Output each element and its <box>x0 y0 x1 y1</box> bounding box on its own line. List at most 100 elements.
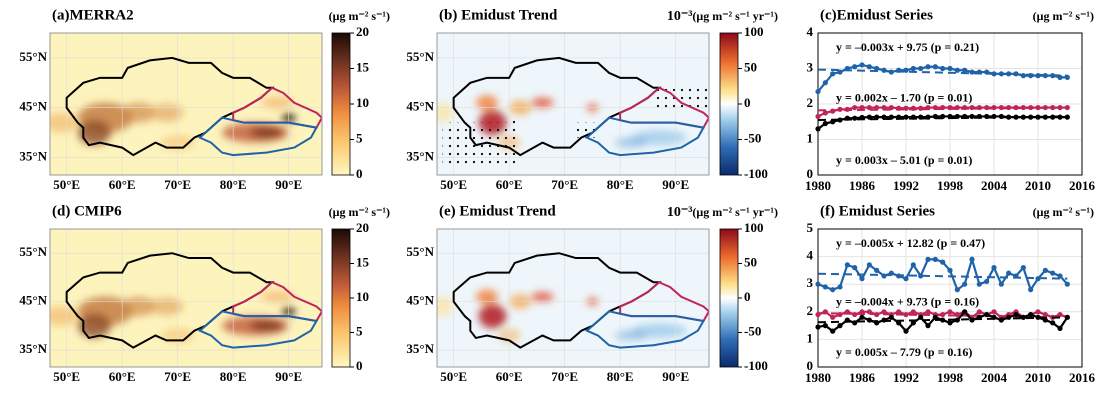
lon-tick-label: 80°E <box>220 369 247 384</box>
field-blob <box>531 97 554 108</box>
colorbar-scale: 10⁻³ <box>667 205 693 220</box>
series-point <box>947 267 953 273</box>
series-point <box>998 281 1004 287</box>
lat-tick-label: 35°N <box>19 341 47 356</box>
panel-title: (a)MERRA2 <box>52 7 134 23</box>
lon-tick-label: 60°E <box>109 177 136 192</box>
series-point <box>976 281 982 287</box>
series-point <box>830 328 836 334</box>
trend-line <box>817 115 1068 121</box>
trend-line <box>817 312 1068 319</box>
trend-line <box>817 68 1068 77</box>
fit-annotation: y = –0.004x + 9.73 (p = 0.16) <box>836 295 979 309</box>
x-tick-label: 1980 <box>805 178 831 193</box>
panel-title: (d) CMIP6 <box>52 203 122 219</box>
lon-tick-label: 50°E <box>440 369 467 384</box>
lon-tick-label: 70°E <box>551 369 578 384</box>
map-field <box>50 229 322 367</box>
series-point <box>881 309 887 315</box>
series-point <box>932 314 938 320</box>
colorbar-tick-label: 20 <box>356 220 369 235</box>
series-point <box>969 256 975 262</box>
lon-tick-label: 50°E <box>53 369 80 384</box>
series-point <box>859 276 865 282</box>
colorbar-tick-label: 5 <box>356 323 363 338</box>
series-point <box>903 328 909 334</box>
series-point <box>830 287 836 293</box>
series-point <box>903 105 909 111</box>
series-point <box>954 311 960 318</box>
colorbar-label: (μg m⁻² s⁻¹) <box>329 205 390 219</box>
lat-tick-label: 35°N <box>406 149 434 164</box>
series-point <box>1050 320 1056 326</box>
field-blob <box>260 96 295 109</box>
x-tick-label: 1998 <box>937 178 964 193</box>
series-point <box>888 314 894 320</box>
y-tick-label: 5 <box>807 220 814 235</box>
field-blob <box>260 290 295 303</box>
series-point <box>866 64 872 70</box>
colorbar-label: (μg m⁻² s⁻¹ yr⁻¹) <box>692 205 778 219</box>
colorbar-tick-label: 15 <box>356 254 370 269</box>
series-point <box>1028 311 1034 318</box>
y-tick-label: 1 <box>807 130 814 145</box>
map-field <box>437 33 709 175</box>
series-point <box>954 104 960 111</box>
field-blob <box>77 313 112 338</box>
series-point <box>903 114 909 120</box>
series-point <box>852 64 858 70</box>
y-tick-label: 4 <box>807 248 814 263</box>
series-point <box>918 114 924 120</box>
series-point <box>962 67 968 73</box>
y-unit-label: (μg m⁻² s⁻¹) <box>1033 9 1094 23</box>
map-frame <box>49 228 323 368</box>
series-point <box>969 69 975 75</box>
colorbar-tick-label: 50 <box>744 254 757 269</box>
series-point <box>1020 114 1026 120</box>
fit-annotation: y = –0.005x + 12.82 (p = 0.47) <box>836 236 985 250</box>
series-point <box>1020 104 1026 111</box>
series-point <box>874 267 880 273</box>
map-frame <box>49 32 323 176</box>
lon-tick-label: 70°E <box>164 369 191 384</box>
series-point <box>874 65 880 72</box>
map-field <box>50 33 322 175</box>
series-point <box>903 67 909 73</box>
series-point <box>969 317 975 323</box>
colorbar <box>331 32 351 176</box>
series-point <box>910 320 916 326</box>
series-point <box>822 120 828 127</box>
field-blob <box>437 296 454 317</box>
stippling <box>509 117 521 128</box>
map-field <box>437 229 709 367</box>
series-point <box>910 65 916 72</box>
y-tick-label: 3 <box>807 275 814 290</box>
x-tick-label: 2016 <box>1069 178 1096 193</box>
series-point <box>815 126 821 132</box>
series-point <box>1020 265 1026 271</box>
lon-tick-label: 50°E <box>53 177 80 192</box>
series-point <box>1020 314 1026 320</box>
series-point <box>830 314 836 320</box>
series-point <box>925 323 931 329</box>
series-point <box>962 281 968 287</box>
fit-annotation: y = 0.003x – 5.01 (p = 0.01) <box>836 153 972 167</box>
lat-tick-label: 35°N <box>19 149 47 164</box>
series-point <box>918 65 924 72</box>
colorbar-tick-label: -50 <box>744 323 761 338</box>
series-point <box>1042 311 1048 318</box>
trend-line <box>817 106 1068 112</box>
field-blob <box>50 112 78 133</box>
series-point <box>954 67 960 73</box>
series-point <box>1035 309 1041 315</box>
lon-tick-label: 60°E <box>109 369 136 384</box>
series-point <box>830 71 836 77</box>
x-tick-label: 2004 <box>981 178 1008 193</box>
series-point <box>815 113 821 120</box>
map-blobs <box>50 96 296 151</box>
field-blob <box>531 291 554 302</box>
y-tick-label: 0 <box>807 358 814 373</box>
y-tick-label: 4 <box>807 24 814 39</box>
series-point <box>815 281 821 287</box>
